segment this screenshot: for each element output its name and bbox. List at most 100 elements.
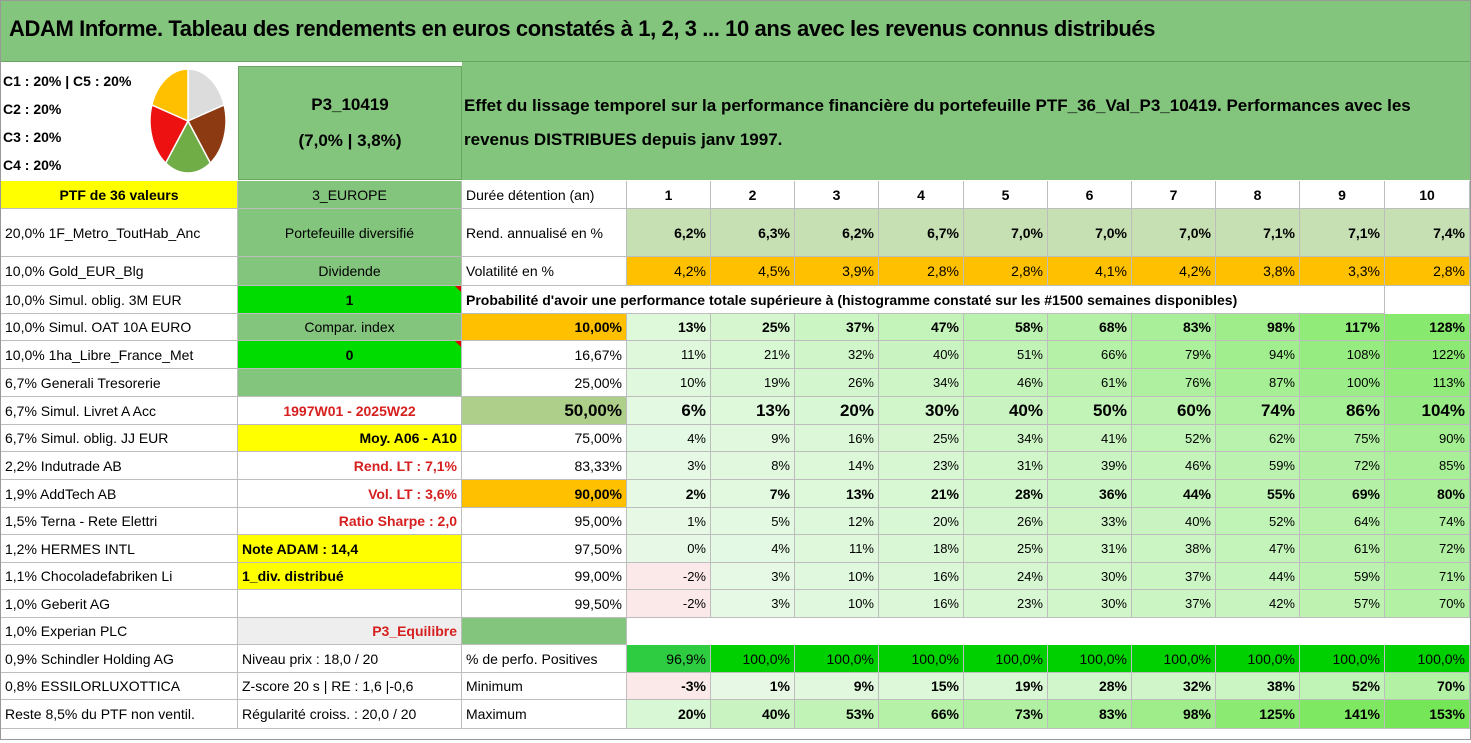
probability-value: 66% bbox=[1048, 341, 1132, 369]
maximum-value: 53% bbox=[795, 700, 879, 729]
minimum-value: -3% bbox=[627, 673, 711, 700]
pie-legend-4: C4 : 20% bbox=[3, 157, 62, 173]
probability-threshold: 97,50% bbox=[462, 535, 627, 563]
probability-value: 30% bbox=[1048, 563, 1132, 590]
probability-value: 80% bbox=[1385, 480, 1470, 508]
pie-slice-c4 bbox=[149, 103, 190, 165]
year-header: 4 bbox=[879, 181, 964, 209]
vol-value: 4,1% bbox=[1048, 257, 1132, 286]
probability-value: 37% bbox=[795, 314, 879, 341]
probability-value: 33% bbox=[1048, 508, 1132, 535]
probability-value: 18% bbox=[879, 535, 964, 563]
rend-value: 7,4% bbox=[1385, 209, 1470, 257]
info-cell: Vol. LT : 3,6% bbox=[238, 480, 462, 508]
probability-value: 3% bbox=[627, 452, 711, 480]
positives-value: 100,0% bbox=[795, 645, 879, 673]
probability-value: 21% bbox=[879, 480, 964, 508]
probability-value: 74% bbox=[1216, 397, 1300, 425]
holding-row: 1,2% HERMES INTL bbox=[1, 535, 238, 563]
maximum-value: 20% bbox=[627, 700, 711, 729]
probability-value: 51% bbox=[964, 341, 1048, 369]
info-cell: Note ADAM : 14,4 bbox=[238, 535, 462, 563]
probability-value: 11% bbox=[795, 535, 879, 563]
probability-value: 60% bbox=[1132, 397, 1216, 425]
probability-value: 30% bbox=[1048, 590, 1132, 618]
probability-threshold: 99,50% bbox=[462, 590, 627, 618]
positives-value: 100,0% bbox=[964, 645, 1048, 673]
probability-value: 40% bbox=[1132, 508, 1216, 535]
probability-value: 28% bbox=[964, 480, 1048, 508]
vol-value: 2,8% bbox=[1385, 257, 1470, 286]
probability-value: 7% bbox=[711, 480, 795, 508]
maximum-value: 141% bbox=[1300, 700, 1385, 729]
maximum-value: 40% bbox=[711, 700, 795, 729]
probability-value: 90% bbox=[1385, 425, 1470, 452]
positives-value: 100,0% bbox=[1048, 645, 1132, 673]
probability-value: 5% bbox=[711, 508, 795, 535]
year-header: 5 bbox=[964, 181, 1048, 209]
info-cell: Z-score 20 s | RE : 1,6 |-0,6 bbox=[238, 673, 462, 700]
rend-value: 7,0% bbox=[1048, 209, 1132, 257]
comment-marker bbox=[455, 286, 461, 292]
pie-slice-c3 bbox=[164, 119, 212, 174]
duration-label: Durée détention (an) bbox=[462, 181, 627, 209]
holding-row: Reste 8,5% du PTF non ventil. bbox=[1, 700, 238, 729]
spacer-cell bbox=[462, 618, 627, 645]
probability-threshold: 10,00% bbox=[462, 314, 627, 341]
probability-value: -2% bbox=[627, 563, 711, 590]
probability-value: 113% bbox=[1385, 369, 1470, 397]
holding-row: 20,0% 1F_Metro_ToutHab_Anc bbox=[1, 209, 238, 257]
allocation-pie-chart bbox=[149, 68, 227, 174]
probability-value: 24% bbox=[964, 563, 1048, 590]
probability-value: 61% bbox=[1048, 369, 1132, 397]
probability-value: 100% bbox=[1300, 369, 1385, 397]
holding-row: 6,7% Simul. Livret A Acc bbox=[1, 397, 238, 425]
info-cell: Compar. index bbox=[238, 314, 462, 341]
year-header: 10 bbox=[1385, 181, 1470, 209]
description-text: Effet du lissage temporel sur la perform… bbox=[464, 96, 1411, 149]
probability-value: 19% bbox=[711, 369, 795, 397]
probability-value: 46% bbox=[1132, 452, 1216, 480]
probability-value: 61% bbox=[1300, 535, 1385, 563]
probability-value: 21% bbox=[711, 341, 795, 369]
probability-threshold: 25,00% bbox=[462, 369, 627, 397]
info-cell: Moy. A06 - A10 bbox=[238, 425, 462, 452]
probability-value: 11% bbox=[627, 341, 711, 369]
probability-value: 12% bbox=[795, 508, 879, 535]
minimum-value: 19% bbox=[964, 673, 1048, 700]
positives-value: 100,0% bbox=[1385, 645, 1470, 673]
info-cell: 1 bbox=[238, 286, 462, 314]
probability-value: 86% bbox=[1300, 397, 1385, 425]
probability-value: 87% bbox=[1216, 369, 1300, 397]
info-cell: Niveau prix : 18,0 / 20 bbox=[238, 645, 462, 673]
minimum-value: 32% bbox=[1132, 673, 1216, 700]
holding-row: 1,9% AddTech AB bbox=[1, 480, 238, 508]
probability-value: 26% bbox=[964, 508, 1048, 535]
vol-label: Volatilité en % bbox=[462, 257, 627, 286]
holding-row: 10,0% Simul. OAT 10A EURO bbox=[1, 314, 238, 341]
portfolio-code: P3_10419 bbox=[311, 95, 389, 114]
positives-value: 100,0% bbox=[1300, 645, 1385, 673]
probability-value: 9% bbox=[711, 425, 795, 452]
probability-value: 52% bbox=[1216, 508, 1300, 535]
positives-value: 96,9% bbox=[627, 645, 711, 673]
probability-value: 34% bbox=[879, 369, 964, 397]
probability-value: 70% bbox=[1385, 590, 1470, 618]
probability-value: 4% bbox=[711, 535, 795, 563]
holding-row: 1,0% Experian PLC bbox=[1, 618, 238, 645]
probability-threshold: 75,00% bbox=[462, 425, 627, 452]
vol-value: 3,8% bbox=[1216, 257, 1300, 286]
pie-slice-c2 bbox=[186, 103, 227, 165]
probability-value: 42% bbox=[1216, 590, 1300, 618]
info-cell: 1997W01 - 2025W22 bbox=[238, 397, 462, 425]
probability-value: 16% bbox=[879, 563, 964, 590]
rend-value: 6,2% bbox=[627, 209, 711, 257]
probability-value: 30% bbox=[879, 397, 964, 425]
holding-row: 0,9% Schindler Holding AG bbox=[1, 645, 238, 673]
holding-row: 10,0% Gold_EUR_Blg bbox=[1, 257, 238, 286]
vol-value: 2,8% bbox=[964, 257, 1048, 286]
description-box bbox=[462, 62, 1470, 180]
year-header: 7 bbox=[1132, 181, 1216, 209]
probability-value: 3% bbox=[711, 590, 795, 618]
year-header: 9 bbox=[1300, 181, 1385, 209]
